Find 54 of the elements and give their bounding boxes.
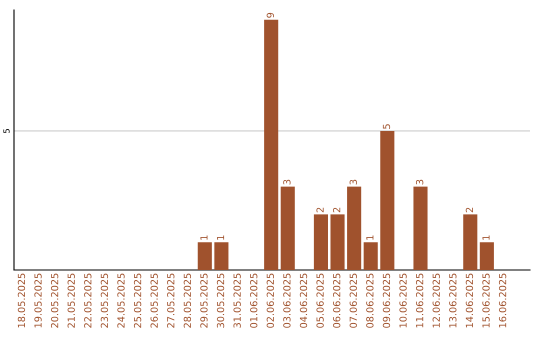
x-tick-label: 07.06.2025 — [350, 274, 357, 328]
data-label: 1 — [366, 236, 374, 240]
data-label: 5 — [382, 124, 390, 129]
x-tick-label: 24.05.2025 — [117, 274, 125, 328]
x-tick-label: 16.06.2025 — [498, 274, 506, 328]
x-tick-label: 26.05.2025 — [150, 274, 158, 328]
x-tick-label: 03.06.2025 — [283, 274, 291, 328]
bar — [198, 242, 212, 270]
x-tick-label: 12.06.2025 — [432, 274, 440, 328]
x-tick-label: 18.05.2025 — [18, 274, 26, 328]
data-label: 2 — [333, 208, 340, 212]
bar — [214, 242, 228, 270]
x-tick-label: 06.06.2025 — [333, 274, 340, 328]
bar — [314, 214, 328, 270]
x-tick-label: 31.05.2025 — [233, 274, 241, 328]
bar — [330, 214, 345, 270]
x-tick-label: 15.06.2025 — [482, 274, 490, 328]
data-label: 3 — [283, 180, 291, 184]
bar — [463, 214, 478, 270]
x-tick-label: 20.05.2025 — [50, 274, 58, 328]
data-label: 1 — [200, 236, 208, 240]
bar — [364, 242, 378, 270]
x-tick-label: 28.05.2025 — [184, 274, 192, 328]
bar — [280, 186, 295, 270]
bar — [413, 186, 428, 270]
bar — [480, 242, 494, 270]
x-tick-label: 01.06.2025 — [250, 274, 258, 328]
x-tick-label: 13.06.2025 — [449, 274, 456, 328]
data-label: 1 — [216, 236, 224, 240]
data-label: 3 — [350, 180, 357, 184]
x-tick-label: 22.05.2025 — [84, 274, 92, 328]
x-tick-label: 05.06.2025 — [316, 274, 324, 328]
x-tick-label: 04.06.2025 — [300, 274, 308, 328]
x-tick-label: 27.05.2025 — [167, 274, 174, 328]
data-label: 3 — [416, 180, 424, 184]
x-tick-label: 14.06.2025 — [466, 274, 474, 328]
data-label: 2 — [466, 208, 473, 212]
data-label: 9 — [266, 12, 274, 18]
bar — [264, 20, 278, 270]
x-tick-label: 19.05.2025 — [34, 274, 42, 328]
x-tick-label: 29.05.2025 — [200, 274, 208, 328]
data-label: 1 — [482, 236, 490, 240]
x-tick-label: 02.06.2025 — [266, 274, 274, 328]
x-tick-label: 11.06.2025 — [416, 274, 424, 328]
x-tick-label: 30.05.2025 — [216, 274, 224, 328]
x-tick-label: 10.06.2025 — [399, 274, 407, 328]
x-tick-label: 09.06.2025 — [382, 274, 390, 328]
bar — [347, 186, 362, 270]
bar — [380, 130, 394, 270]
x-tick-label: 23.05.2025 — [100, 274, 108, 328]
x-tick-label: 25.05.2025 — [134, 274, 142, 328]
data-label: 2 — [316, 208, 324, 212]
x-tick-label: 08.06.2025 — [366, 274, 374, 328]
x-tick-label: 21.05.2025 — [68, 274, 75, 328]
